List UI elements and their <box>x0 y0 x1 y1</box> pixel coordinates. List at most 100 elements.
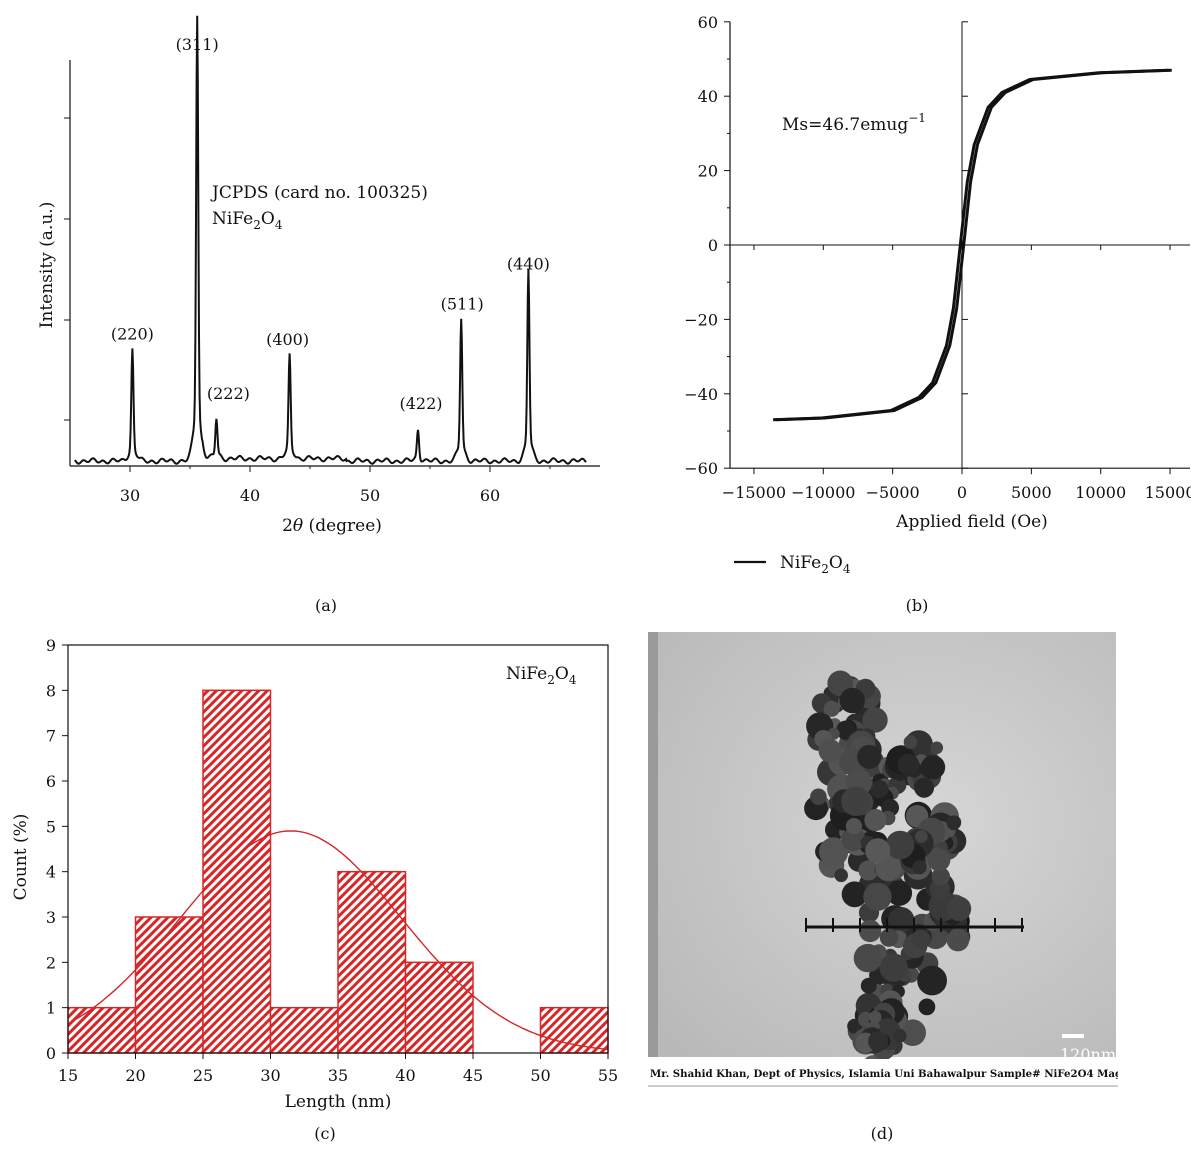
nanoparticle <box>879 928 899 947</box>
histogram-bar <box>67 1006 137 1054</box>
scale-bar <box>1062 1034 1084 1038</box>
tem-image: 120nm Mr. Shahid Khan, Dept of Physics, … <box>648 632 1118 1087</box>
histogram-y-tick-label: 9 <box>46 636 56 655</box>
nanoparticle <box>858 860 879 881</box>
nanoparticle <box>847 1018 863 1034</box>
xrd-peak-label: (311) <box>176 35 219 54</box>
xrd-peak-label: (222) <box>207 384 250 403</box>
histogram-bars <box>67 689 609 1054</box>
xrd-peak-label: (511) <box>441 294 484 313</box>
histogram-x-tick-label: 15 <box>58 1066 78 1085</box>
panel-label-b: (b) <box>905 596 929 615</box>
histogram-y-tick-label: 5 <box>46 817 56 836</box>
hysteresis-y-tick-label: 0 <box>708 236 718 255</box>
nanoparticle <box>946 896 972 921</box>
histogram-x-tick-label: 20 <box>125 1066 145 1085</box>
hysteresis-x-tick-label: −5000 <box>866 483 920 502</box>
nanoparticle <box>865 838 891 864</box>
nanoparticle <box>912 860 927 875</box>
nanoparticle <box>853 943 883 973</box>
nanoparticle <box>886 880 913 906</box>
histogram-y-tick-label: 0 <box>46 1044 56 1063</box>
histogram-x-tick-label: 35 <box>328 1066 348 1085</box>
legend-label: NiFe2O4 <box>780 553 851 576</box>
histogram-y-label: Count (%) <box>11 814 31 901</box>
nanoparticle <box>841 786 871 816</box>
xrd-chart: 3040506070 (220)(311)(222)(400)(422)(511… <box>37 15 600 536</box>
nanoparticle <box>918 998 936 1016</box>
nanoparticle <box>915 830 928 843</box>
histogram-bar <box>202 689 272 1054</box>
nanoparticle <box>879 953 908 982</box>
hysteresis-branch-down <box>776 68 1172 422</box>
hysteresis-x-tick-label: 15000 <box>1145 483 1191 502</box>
nanoparticle <box>836 720 856 740</box>
nanoparticle <box>930 741 944 755</box>
xrd-series-line <box>74 15 587 465</box>
xrd-x-label: 2θ (degree) <box>282 516 382 536</box>
nanoparticle <box>927 848 951 872</box>
histogram-x-tick-label: 50 <box>530 1066 550 1085</box>
xrd-pattern <box>74 15 587 465</box>
nanoparticle <box>911 929 931 949</box>
histogram-legend: NiFe2O4 <box>506 664 577 687</box>
nanoparticle <box>899 1019 926 1046</box>
nanoparticle <box>897 753 920 776</box>
histogram-bar <box>134 916 204 1054</box>
hysteresis-y-tick-label: −20 <box>684 310 718 329</box>
histogram-fit-curve <box>67 830 609 1050</box>
hysteresis-chart: −15000 −10000 −5000 0 5000 10000 15000 −60 −40 −2… <box>684 13 1191 576</box>
hysteresis-x-tick-label: 5000 <box>1011 483 1052 502</box>
ms-annotation: Ms=46.7emug−1 <box>782 111 926 135</box>
hysteresis-y-tick-label: 60 <box>698 13 718 32</box>
histogram-bar <box>337 870 407 1054</box>
xrd-peak-label: (422) <box>399 394 442 413</box>
hysteresis-x-tick-label: 0 <box>957 483 967 502</box>
nanoparticle <box>917 965 947 996</box>
nanoparticle <box>931 867 950 886</box>
nanoparticle <box>858 919 882 943</box>
nanoparticle <box>868 1010 882 1024</box>
histogram-y-tick-label: 2 <box>46 953 56 972</box>
histogram-y-tick-label: 7 <box>46 727 56 746</box>
xrd-ticks: 3040506070 <box>64 117 600 505</box>
histogram-bar <box>269 1006 339 1054</box>
histogram-bar <box>404 961 474 1054</box>
hysteresis-y-tick-label: 40 <box>698 87 718 106</box>
nanoparticle <box>868 1031 889 1052</box>
panel-label-d: (d) <box>870 1124 894 1143</box>
nanoparticle <box>920 755 946 780</box>
nanoparticle <box>914 777 935 798</box>
hysteresis-x-tick-label: −10000 <box>791 483 855 502</box>
panel-label-c: (c) <box>314 1124 336 1143</box>
nanoparticle <box>870 780 889 799</box>
xrd-x-tick-label: 60 <box>480 486 500 505</box>
histogram-y-tick-label: 1 <box>46 999 56 1018</box>
nanoparticle <box>810 788 827 806</box>
nanoparticle <box>864 808 887 832</box>
histogram-x-tick-label: 40 <box>395 1066 415 1085</box>
xrd-peak-label: (440) <box>507 254 550 273</box>
nanoparticle <box>857 744 882 769</box>
nanoparticle <box>860 977 877 994</box>
hysteresis-x-label: Applied field (Oe) <box>895 512 1048 532</box>
nanoparticle <box>839 687 865 714</box>
nanoparticle <box>823 700 840 717</box>
histogram-y-tick-label: 6 <box>46 772 56 791</box>
nanoparticle <box>841 827 866 852</box>
nanoparticle <box>863 882 892 911</box>
histogram-x-label: Length (nm) <box>285 1092 392 1112</box>
nanoparticle <box>862 707 888 733</box>
measurement-ruler <box>805 918 1024 932</box>
nanoparticle <box>845 818 862 835</box>
nanoparticle-cluster <box>804 670 972 1079</box>
nanoparticle <box>892 1028 907 1043</box>
panel-label-a: (a) <box>314 596 338 615</box>
xrd-peak-label: (220) <box>111 324 154 343</box>
xrd-annotation-line2: NiFe2O4 <box>212 209 283 232</box>
xrd-peak-labels: (220) (311) (222) (400) (422) (511) (440) <box>111 35 550 413</box>
histogram-y-tick-label: 3 <box>46 908 56 927</box>
hysteresis-y-tick-label: 20 <box>698 162 718 181</box>
